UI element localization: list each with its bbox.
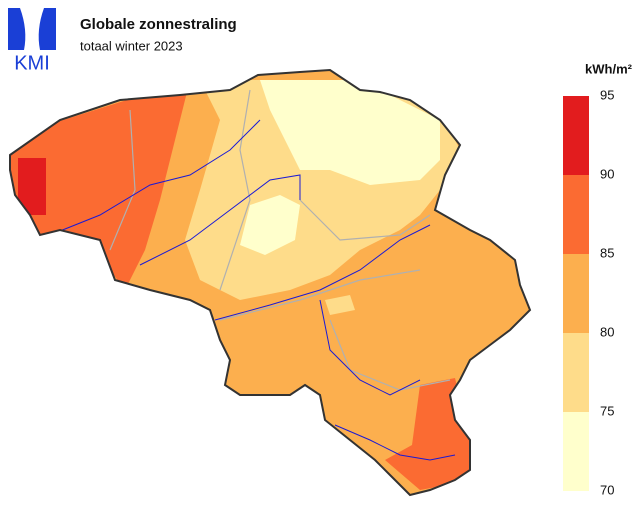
legend: 70 75 80 85 90 95 [563, 87, 614, 497]
legend-swatch [563, 254, 589, 333]
legend-tick-label: 90 [600, 166, 614, 181]
legend-swatch [563, 412, 589, 491]
radiation-zone [240, 195, 300, 255]
legend-tick-label: 95 [600, 87, 614, 102]
river [319, 299, 421, 396]
legend-unit: kWh/m² [585, 61, 633, 76]
province-border [299, 199, 431, 241]
radiation-zone [18, 158, 46, 215]
province-border [219, 89, 251, 291]
legend-tick-label: 85 [600, 245, 614, 260]
legend-tick-label: 80 [600, 324, 614, 339]
radiation-zone [260, 80, 440, 185]
province-border [109, 109, 136, 251]
legend-swatch [563, 333, 589, 412]
legend-tick-label: 70 [600, 482, 614, 497]
river [214, 224, 431, 321]
title: Globale zonnestraling [80, 16, 237, 33]
logo-text: KMI [14, 52, 50, 74]
river [334, 424, 456, 461]
legend-tick-label: 75 [600, 403, 614, 418]
logo-shape [8, 8, 56, 50]
legend-swatch [563, 96, 589, 175]
logo: KMI [8, 8, 56, 74]
province-border [219, 269, 421, 321]
river [49, 119, 261, 236]
subtitle: totaal winter 2023 [80, 38, 183, 53]
province-border [329, 319, 451, 391]
river [139, 174, 301, 266]
radiation-zone [325, 295, 355, 315]
legend-swatch [563, 175, 589, 254]
